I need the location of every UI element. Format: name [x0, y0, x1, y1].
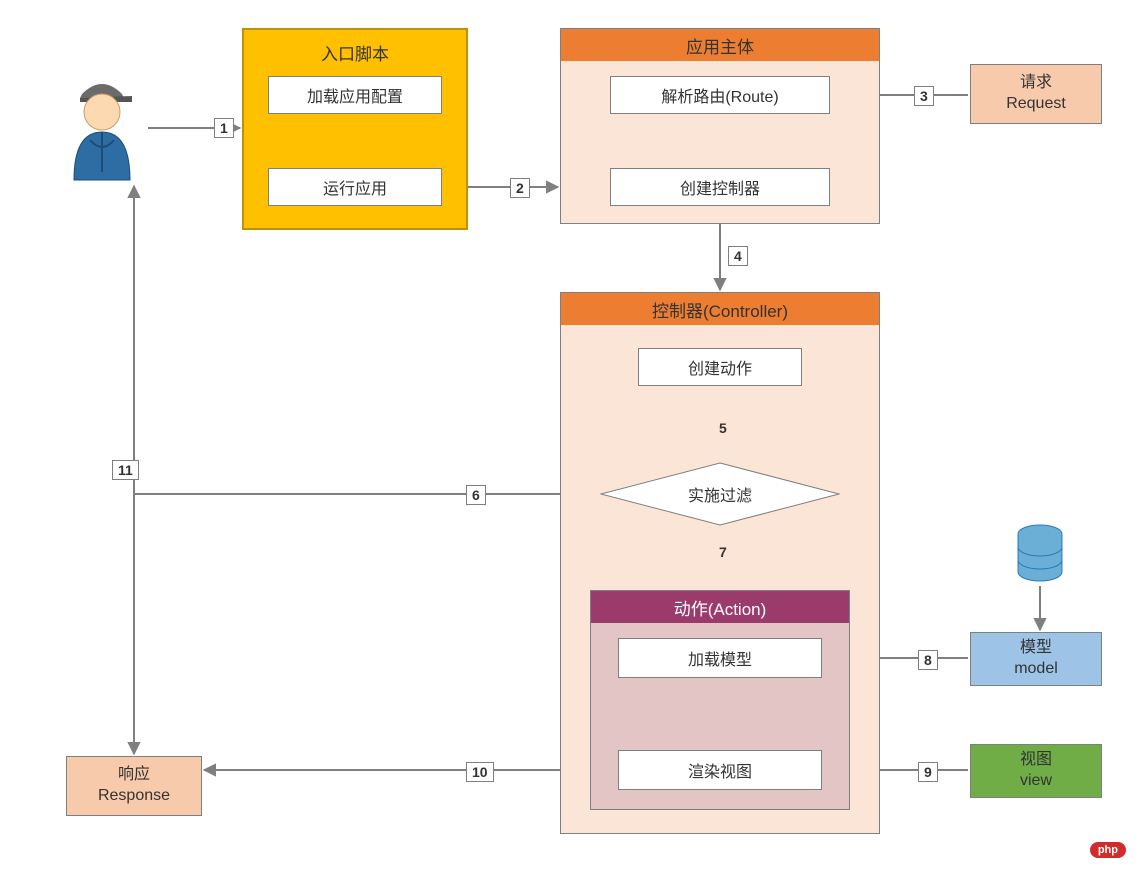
edge-label-6: 6	[466, 485, 486, 505]
model-line2: model	[1014, 659, 1058, 680]
edge-label-7: 7	[714, 542, 732, 562]
watermark-badge: php	[1090, 842, 1126, 858]
edge-label-9: 9	[918, 762, 938, 782]
node-run-app: 运行应用	[268, 168, 442, 206]
request-line2: Request	[1006, 94, 1066, 115]
edge-label-4: 4	[728, 246, 748, 266]
edge-label-5: 5	[714, 418, 732, 438]
view-line1: 视图	[1020, 750, 1052, 771]
response-line1: 响应	[118, 765, 150, 786]
box-view: 视图 view	[970, 744, 1102, 798]
view-line2: view	[1020, 771, 1052, 792]
box-request: 请求 Request	[970, 64, 1102, 124]
node-create-controller: 创建控制器	[610, 168, 830, 206]
node-render-view: 渲染视图	[618, 750, 822, 790]
database-icon	[1016, 524, 1064, 584]
node-load-config: 加载应用配置	[268, 76, 442, 114]
node-parse-route: 解析路由(Route)	[610, 76, 830, 114]
action-header: 动作(Action)	[591, 591, 849, 623]
edge-label-8: 8	[918, 650, 938, 670]
box-model: 模型 model	[970, 632, 1102, 686]
app-title: 应用主体	[686, 33, 754, 58]
filter-label: 实施过滤	[600, 462, 840, 526]
controller-header: 控制器(Controller)	[561, 293, 879, 325]
app-header: 应用主体	[561, 29, 879, 61]
response-line2: Response	[98, 786, 170, 807]
controller-title: 控制器(Controller)	[652, 297, 788, 322]
edge-label-10: 10	[466, 762, 494, 782]
edge-label-3: 3	[914, 86, 934, 106]
box-response: 响应 Response	[66, 756, 202, 816]
node-filter: 实施过滤	[600, 462, 840, 526]
edge-label-2: 2	[510, 178, 530, 198]
request-line1: 请求	[1020, 73, 1052, 94]
node-load-model: 加载模型	[618, 638, 822, 678]
action-title: 动作(Action)	[674, 595, 767, 620]
entry-title: 入口脚本	[244, 30, 466, 71]
node-create-action: 创建动作	[638, 348, 802, 386]
edge-label-1: 1	[214, 118, 234, 138]
edge-label-11: 11	[112, 460, 139, 480]
user-icon	[62, 72, 142, 182]
model-line1: 模型	[1020, 638, 1052, 659]
